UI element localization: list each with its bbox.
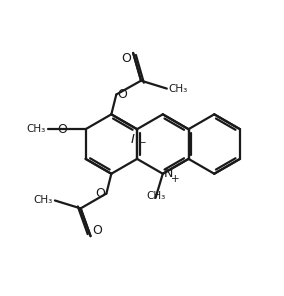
Text: O: O — [93, 224, 103, 237]
Text: CH₃: CH₃ — [146, 191, 165, 201]
Text: −: − — [138, 138, 147, 148]
Text: O: O — [57, 123, 67, 136]
Text: CH₃: CH₃ — [34, 195, 53, 205]
Text: CH₃: CH₃ — [27, 124, 46, 134]
Text: CH₃: CH₃ — [169, 83, 188, 94]
Text: I: I — [130, 133, 134, 146]
Text: O: O — [117, 88, 127, 101]
Text: +: + — [171, 174, 179, 184]
Text: N: N — [164, 167, 173, 180]
Text: O: O — [95, 187, 105, 200]
Text: O: O — [121, 52, 131, 65]
